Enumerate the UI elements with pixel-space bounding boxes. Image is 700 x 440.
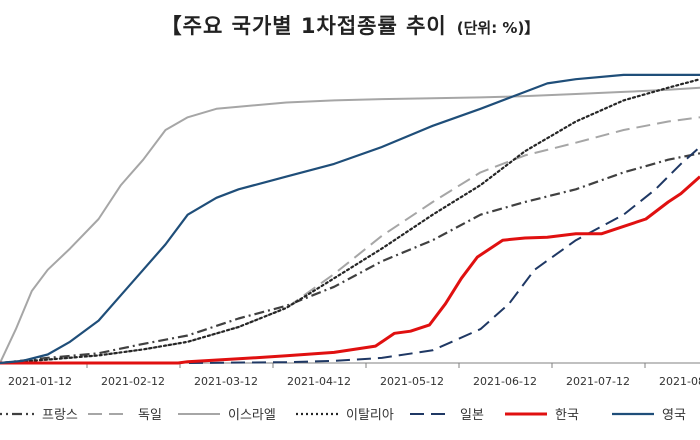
x-tick-label: 2021-07-12 xyxy=(566,375,630,388)
series-line-0 xyxy=(0,152,700,365)
chart-title: 【주요 국가별 1차접종률 추이 xyxy=(160,14,447,38)
series-line-6 xyxy=(0,73,700,365)
legend-label-4: 일본 xyxy=(460,408,484,423)
chart-unit: (단위: %)】 xyxy=(456,19,540,37)
x-tick-label: 2021-06-12 xyxy=(473,375,537,388)
line-chart: 2021-01-12 2021-02-12 2021-03-12 2021-04-12… xyxy=(0,73,700,388)
chart-title-row: 【주요 국가별 1차접종률 추이 (단위: %)】 xyxy=(0,10,700,44)
series-line-4 xyxy=(0,146,700,364)
legend-label-6: 영국 xyxy=(662,408,686,423)
x-tick-label: 2021-04-12 xyxy=(287,375,351,388)
legend-label-3: 이탈리아 xyxy=(346,408,394,423)
series-line-3 xyxy=(0,78,700,365)
legend-label-5: 한국 xyxy=(555,408,579,423)
series-line-2 xyxy=(0,86,700,364)
x-tick-label: 2021-01-12 xyxy=(8,375,72,388)
x-tick-label: 2021-02-12 xyxy=(101,375,165,388)
x-tick-label: 2021-08-12 xyxy=(659,375,700,388)
x-tick-label: 2021-03-12 xyxy=(194,375,258,388)
legend-label-0: 프랑스 xyxy=(42,408,78,423)
series-line-1 xyxy=(0,116,700,364)
series-line-5 xyxy=(0,175,700,365)
chart-legend: 프랑스 독일 이스라엘 이탈리아 일본 한국 영국 xyxy=(0,408,686,423)
legend-label-1: 독일 xyxy=(138,408,162,423)
x-tick-label: 2021-05-12 xyxy=(380,375,444,388)
legend-label-2: 이스라엘 xyxy=(228,408,276,423)
